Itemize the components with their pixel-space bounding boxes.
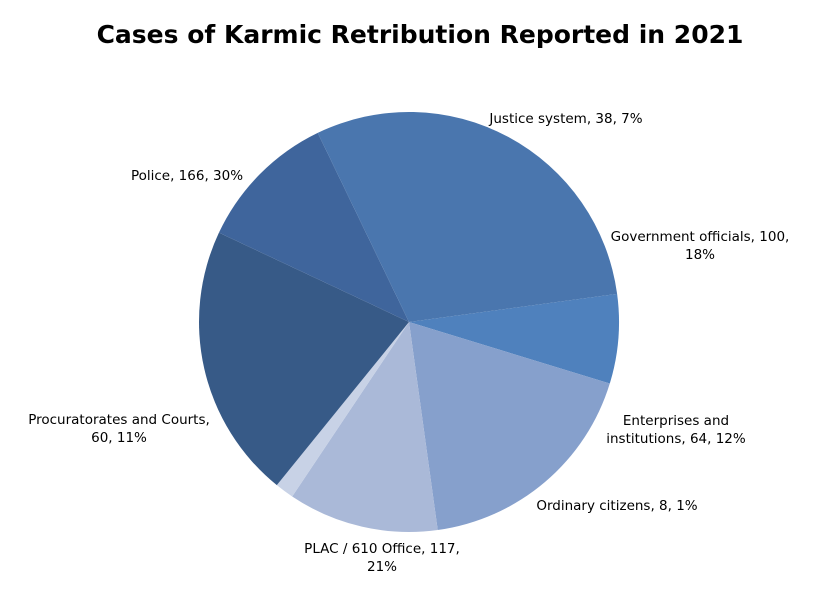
slice-label-line: institutions, 64, 12% <box>606 431 746 447</box>
pie-slice-enterprises-and-institutions <box>292 322 438 533</box>
slice-label-line: 60, 11% <box>91 430 147 446</box>
slice-label-police: Police, 166, 30% <box>131 168 243 184</box>
pie-slice-justice-system <box>409 293 620 384</box>
slice-label-procuratorates-and-courts: Procuratorates and Courts, 60, 11% <box>28 412 210 446</box>
slice-label-line: Procuratorates and Courts, <box>28 412 210 428</box>
slice-label-plac-610-office: PLAC / 610 Office, 117, 21% <box>304 541 460 575</box>
slice-label-enterprises-and-institutions: Enterprises and institutions, 64, 12% <box>606 413 746 447</box>
pie-slice-government-officials <box>409 322 610 531</box>
pie-slice-ordinary-citizens <box>276 322 409 497</box>
slice-label-justice-system: Justice system, 38, 7% <box>488 111 642 127</box>
slice-label-line: Enterprises and <box>623 413 729 429</box>
slice-label-line: Government officials, 100, <box>611 229 790 245</box>
pie-slice-police <box>317 112 618 322</box>
pie-labels: Justice system, 38, 7% Government officia… <box>28 111 789 575</box>
slice-label-ordinary-citizens: Ordinary citizens, 8, 1% <box>536 498 697 514</box>
chart-title: Cases of Karmic Retribution Reported in … <box>96 20 744 49</box>
slice-label-line: 18% <box>685 247 715 263</box>
slice-label-line: 21% <box>367 559 397 575</box>
slice-label-line: Police, 166, 30% <box>131 168 243 184</box>
pie-slices <box>199 112 620 533</box>
slice-label-line: PLAC / 610 Office, 117, <box>304 541 460 557</box>
pie-slice-procuratorates-and-courts <box>218 132 409 322</box>
pie-slice-plac-610-office <box>199 232 409 486</box>
slice-label-line: Justice system, 38, 7% <box>488 111 642 127</box>
slice-label-line: Ordinary citizens, 8, 1% <box>536 498 697 514</box>
slice-label-government-officials: Government officials, 100, 18% <box>611 229 790 263</box>
